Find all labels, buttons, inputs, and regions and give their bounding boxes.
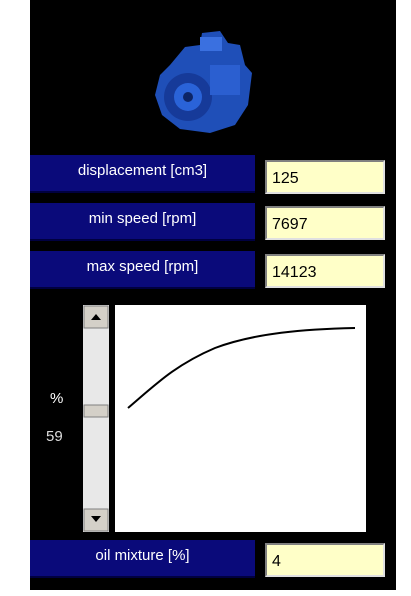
text-input[interactable]: 4 [265,543,385,577]
field-label: displacement [cm3] [30,155,255,193]
plot [115,305,366,532]
scale-value: 59 [46,428,63,445]
field-label: min speed [rpm] [30,203,255,241]
scrollbar[interactable] [83,305,109,532]
text-input[interactable]: 14123 [265,254,385,288]
field-label: max speed [rpm] [30,251,255,289]
text-input[interactable]: 7697 [265,206,385,240]
curve [127,327,356,409]
field-label: oil mixture [%] [30,540,255,578]
engine-icon [155,31,252,133]
unit-label: % [50,390,64,407]
text-input[interactable]: 125 [265,160,385,194]
